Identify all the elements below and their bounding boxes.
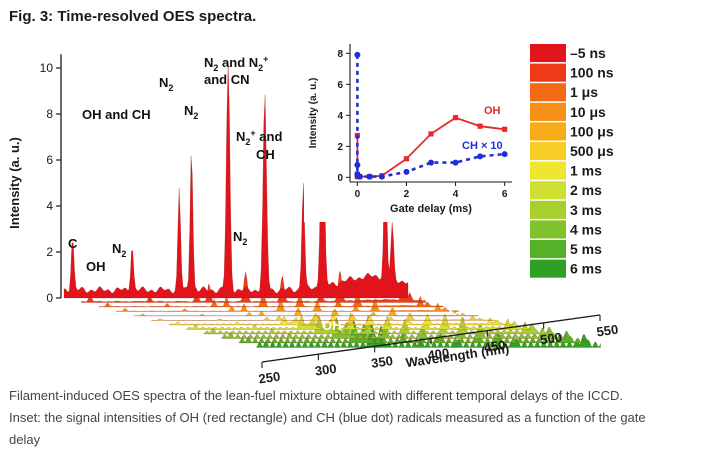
peak-annotations: C N2 OH OH and CH N2 N2 N2 and N2+and CN N2+ an… [68, 54, 468, 333]
annotation-label: OH [322, 318, 342, 333]
figure-title: Fig. 3: Time-resolved OES spectra. [9, 8, 257, 25]
inset-x-label: Gate delay (ms) [390, 203, 472, 215]
inset-x-tick-label: 0 [355, 189, 361, 200]
legend-swatch [530, 63, 566, 82]
annotation-label: CH [256, 147, 275, 162]
figure-caption: Filament-induced OES spectra of the lean… [9, 385, 715, 451]
inset-point-oh [428, 131, 434, 137]
inset-point-ch [366, 173, 373, 180]
legend-swatch [530, 122, 566, 141]
inset-x-tick-label: 6 [502, 189, 508, 200]
annotation-label: OH and CH [82, 107, 151, 122]
legend-swatch [530, 161, 566, 180]
x-tick-label: 450 [483, 337, 507, 355]
legend-swatch [530, 259, 566, 278]
legend-label: 5 ms [570, 241, 602, 257]
y-tick-label: 6 [46, 153, 53, 167]
legend-label: –5 ns [570, 45, 606, 61]
inset-point-oh [452, 115, 459, 121]
inset-series-label-ch: CH × 10 [462, 140, 503, 152]
legend-swatch [530, 200, 566, 219]
inset-point-ch [501, 151, 508, 158]
legend-label: 100 ns [570, 65, 614, 81]
annotation-label: N2 and N2+ [204, 54, 268, 73]
inset-point-oh [477, 123, 483, 129]
inset-y-tick-label: 0 [337, 173, 343, 184]
inset-point-ch [428, 159, 434, 166]
x-tick-label: 400 [427, 345, 451, 363]
legend-label: 6 ms [570, 261, 602, 277]
legend-swatch [530, 220, 566, 239]
legend-swatch [530, 181, 566, 200]
legend-swatch [530, 44, 566, 63]
inset-point-oh [403, 156, 410, 162]
legend-label: 1 μs [570, 84, 598, 100]
caption-line-3: delay [9, 432, 41, 447]
annotation-label: CH [449, 303, 468, 318]
legend-swatch [530, 142, 566, 161]
y-tick-label: 4 [46, 199, 53, 213]
inset-point-ch [403, 168, 410, 175]
trace-7 [186, 312, 531, 330]
annotation-label: N2 [112, 241, 126, 259]
annotation-label: N2 [159, 75, 173, 93]
legend-label: 3 ms [570, 202, 602, 218]
y-tick-label: 8 [46, 107, 53, 121]
annotation-label: N2 [184, 103, 198, 121]
annotation-label: OH [86, 259, 106, 274]
inset-series-line-ch [356, 54, 505, 178]
x-tick-label: 550 [596, 322, 620, 340]
inset-x-tick-label: 2 [404, 189, 410, 200]
legend-label: 1 ms [570, 163, 602, 179]
inset-point-ch [477, 153, 484, 160]
inset-y-tick-label: 8 [337, 49, 343, 60]
x-tick-label: 500 [539, 329, 563, 347]
legend-label: 500 μs [570, 143, 614, 159]
trace-4 [133, 307, 479, 317]
legend-label: 10 μs [570, 104, 606, 120]
legend-swatch [530, 240, 566, 259]
inset-y-tick-label: 6 [337, 80, 343, 91]
inset-point-ch [452, 159, 459, 166]
chart-legend: –5 ns 100 ns 1 μs 10 μs 100 μs 500 μs 1 ms 2 ms… [530, 44, 614, 278]
inset-point-ch [354, 161, 361, 168]
y-tick-label: 2 [46, 245, 53, 259]
annotation-label: and CN [204, 72, 250, 87]
trace-6 [168, 313, 514, 326]
annotation-label: N2+ and [236, 128, 282, 147]
caption-line-2: Inset: the signal intensities of OH (red… [9, 410, 646, 425]
inset-chart: 0 2 4 6 0 2 4 6 8 Gate delay (ms) Intensity (a. u.… [304, 34, 525, 222]
trace-5 [151, 312, 496, 321]
inset-x-tick-label: 4 [453, 189, 459, 200]
x-tick-label: 350 [370, 353, 394, 371]
x-tick-label: 300 [314, 361, 338, 379]
inset-y-label: Intensity (a. u.) [308, 78, 319, 149]
inset-series-label-oh: OH [484, 105, 501, 117]
y-tick-label: 10 [40, 61, 54, 75]
legend-swatch [530, 83, 566, 102]
annotation-label: N2 [233, 229, 247, 247]
inset-y-tick-label: 2 [337, 142, 343, 153]
inset-y-tick-label: 4 [337, 111, 343, 122]
x-tick-label: 250 [258, 369, 282, 384]
annotation-label: C [68, 236, 78, 251]
legend-label: 100 μs [570, 123, 614, 139]
legend-label: 2 ms [570, 182, 602, 198]
y-tick-label: 0 [46, 291, 53, 305]
inset-point-ch [356, 173, 363, 180]
caption-line-1: Filament-induced OES spectra of the lean… [9, 388, 623, 403]
y-axis-label: Intensity (a. u.) [7, 137, 22, 229]
inset-point-ch [354, 51, 361, 58]
inset-point-ch [378, 173, 385, 180]
inset-point-oh [502, 126, 508, 132]
legend-swatch [530, 102, 566, 121]
legend-label: 4 ms [570, 221, 602, 237]
